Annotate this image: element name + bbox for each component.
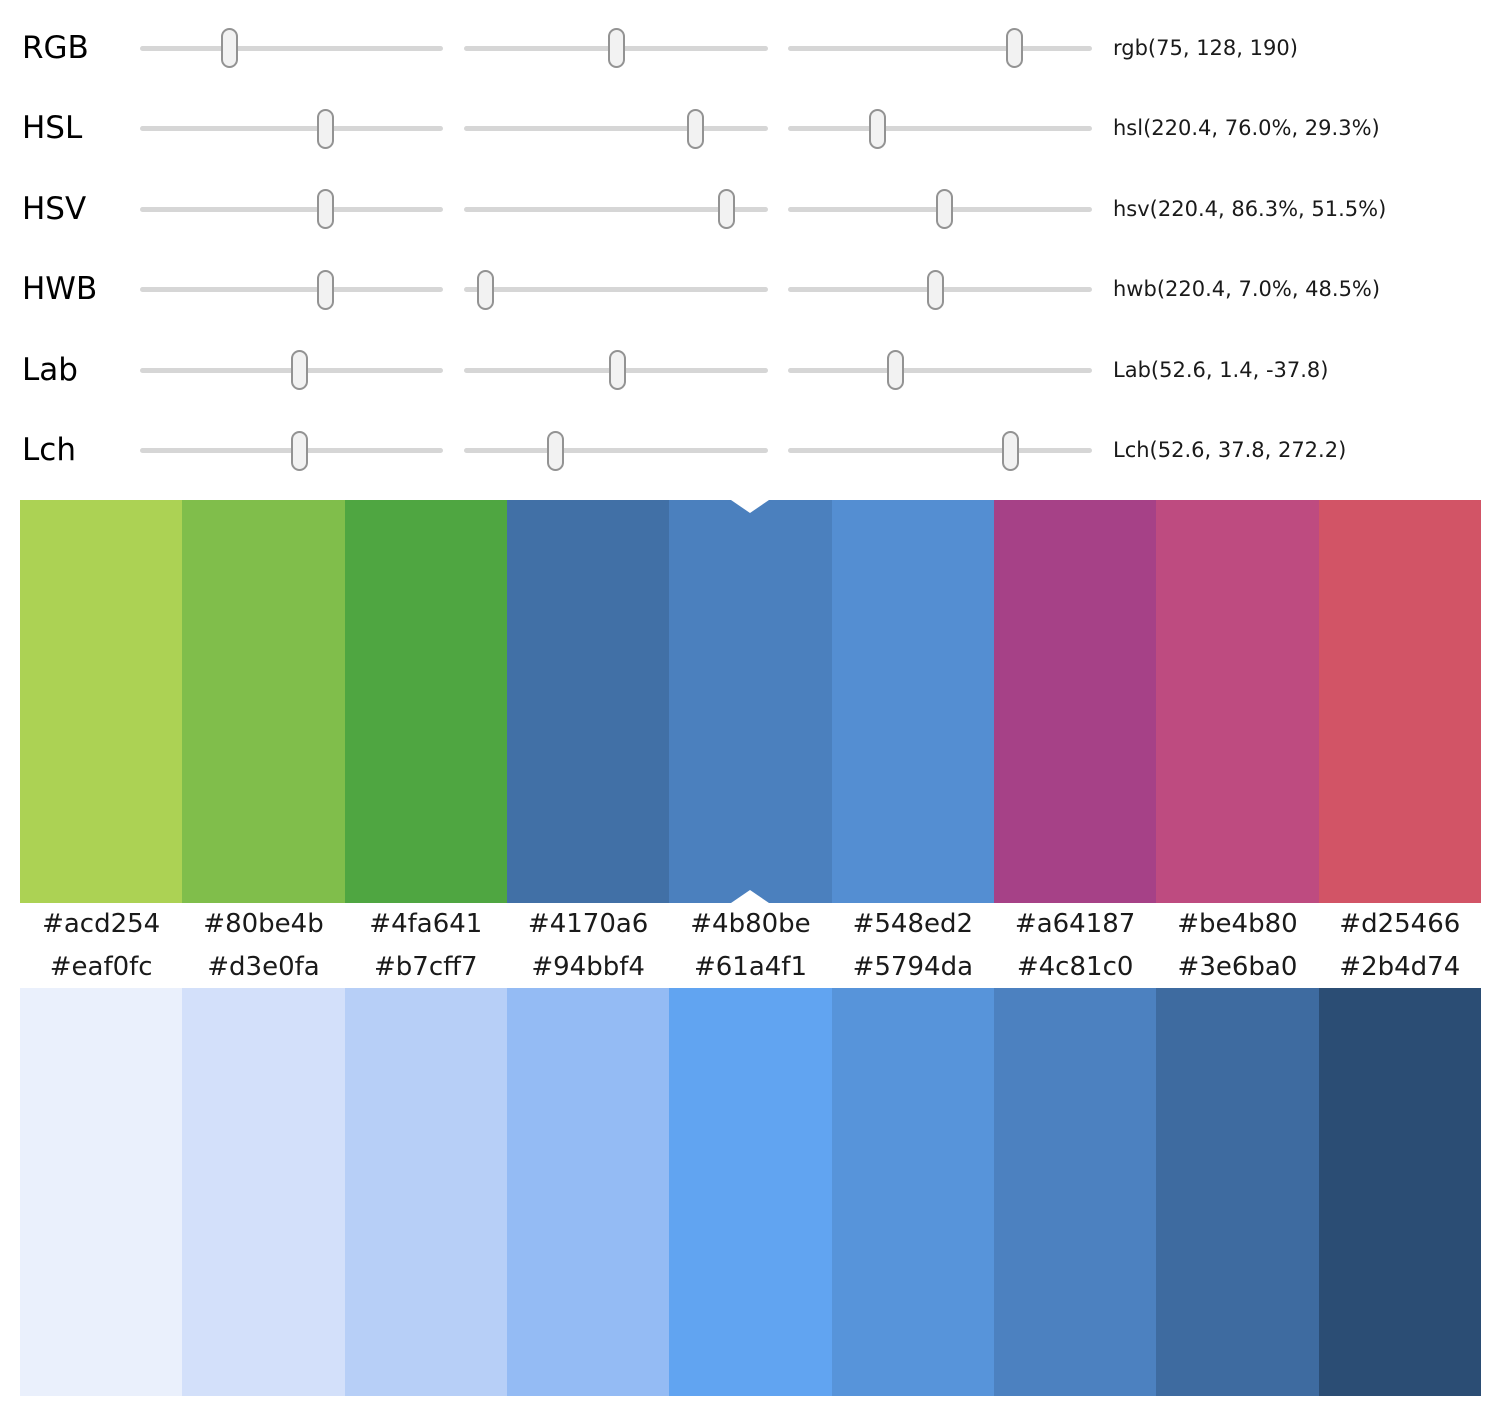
slider-row-hsl: HSL hsl(220.4, 76.0%, 29.3%): [0, 89, 1501, 170]
slider-track-hwb-2[interactable]: [464, 269, 768, 310]
slider-thumb-hsl-3[interactable]: [868, 108, 886, 149]
shade-palette-hex-label-2: #b7cff7: [374, 952, 478, 982]
shade-palette-swatch-3[interactable]: [506, 988, 670, 1396]
slider-thumb-rgb-2[interactable]: [608, 28, 626, 69]
slider-track-hsv-1[interactable]: [140, 189, 443, 230]
shade-palette-hex-label-8: #2b4d74: [1339, 952, 1461, 982]
color-model-label-hwb: HWB: [22, 271, 98, 308]
color-model-label-lch: Lch: [22, 432, 76, 469]
selected-swatch-notch-bottom: [731, 890, 770, 903]
slider-track-hsv-2[interactable]: [464, 189, 768, 230]
hue-palette: [20, 500, 1481, 903]
color-value-readout-rgb: rgb(75, 128, 190): [1113, 35, 1298, 60]
slider-track-hwb-1[interactable]: [140, 269, 443, 310]
shade-palette-swatch-2[interactable]: [344, 988, 507, 1396]
slider-track-hwb-3[interactable]: [788, 269, 1092, 310]
hue-palette-swatch-0[interactable]: [20, 500, 183, 903]
hue-palette-hex-label-6: #a64187: [1014, 909, 1136, 939]
hue-palette-swatch-8[interactable]: [1318, 500, 1481, 903]
slider-thumb-lab-2[interactable]: [609, 350, 627, 391]
color-model-label-rgb: RGB: [22, 29, 89, 66]
color-value-readout-hsv: hsv(220.4, 86.3%, 51.5%): [1113, 196, 1387, 221]
shade-palette-hex-label-1: #d3e0fa: [207, 952, 320, 982]
slider-thumb-hsv-1[interactable]: [316, 189, 334, 230]
slider-track-hsl-2[interactable]: [464, 108, 768, 149]
slider-track-rgb-2[interactable]: [464, 28, 768, 69]
slider-track-lab-1[interactable]: [140, 350, 443, 391]
slider-track-lab-2[interactable]: [464, 350, 768, 391]
slider-thumb-lch-2[interactable]: [547, 430, 565, 471]
color-sliders-panel: RGB rgb(75, 128, 190) HSL hsl(220.4, 76.…: [0, 0, 1501, 491]
color-value-readout-hsl: hsl(220.4, 76.0%, 29.3%): [1113, 116, 1380, 141]
slider-thumb-lch-3[interactable]: [1001, 430, 1019, 471]
slider-track-hsv-3[interactable]: [788, 189, 1092, 230]
slider-thumb-lch-1[interactable]: [290, 430, 308, 471]
hue-palette-hex-label-7: #be4b80: [1177, 909, 1298, 939]
slider-row-lch: Lch Lch(52.6, 37.8, 272.2): [0, 411, 1501, 492]
hue-palette-hex-label-1: #80be4b: [203, 909, 324, 939]
shade-palette-hex-label-3: #94bbf4: [531, 952, 645, 982]
hue-palette-swatch-4[interactable]: [669, 500, 832, 903]
shade-palette-swatch-4[interactable]: [669, 988, 832, 1396]
slider-thumb-hwb-2[interactable]: [476, 269, 494, 310]
shade-palette-hex-label-4: #61a4f1: [693, 952, 807, 982]
slider-row-hwb: HWB hwb(220.4, 7.0%, 48.5%): [0, 250, 1501, 331]
shade-palette: [20, 988, 1481, 1396]
hue-palette-hex-label-5: #548ed2: [852, 909, 974, 939]
slider-track-lab-3[interactable]: [788, 350, 1092, 391]
slider-track-lch-1[interactable]: [140, 430, 443, 471]
hue-palette-hex-label-3: #4170a6: [527, 909, 649, 939]
slider-thumb-rgb-3[interactable]: [1005, 28, 1023, 69]
slider-thumb-hsl-1[interactable]: [316, 108, 334, 149]
shade-palette-hex-label-6: #4c81c0: [1016, 952, 1134, 982]
shade-palette-swatch-8[interactable]: [1318, 988, 1481, 1396]
hue-palette-hex-label-2: #4fa641: [369, 909, 483, 939]
color-model-label-hsl: HSL: [22, 110, 83, 147]
slider-track-lch-3[interactable]: [788, 430, 1092, 471]
slider-thumb-hsl-2[interactable]: [686, 108, 704, 149]
slider-row-rgb: RGB rgb(75, 128, 190): [0, 8, 1501, 89]
color-model-label-hsv: HSV: [22, 190, 87, 227]
slider-track-hsl-1[interactable]: [140, 108, 443, 149]
shade-palette-hex-labels: #eaf0fc #d3e0fa #b7cff7 #94bbf4 #61a4f1 #5794…: [20, 950, 1481, 988]
shade-palette-hex-label-5: #5794da: [852, 952, 973, 982]
slider-thumb-lab-1[interactable]: [290, 350, 308, 391]
slider-thumb-lab-3[interactable]: [886, 350, 904, 391]
color-value-readout-lab: Lab(52.6, 1.4, -37.8): [1113, 357, 1329, 382]
shade-palette-hex-label-0: #eaf0fc: [49, 952, 153, 982]
shade-palette-swatch-1[interactable]: [182, 988, 345, 1396]
selected-swatch-notch-top: [731, 500, 770, 513]
slider-row-hsv: HSV hsv(220.4, 86.3%, 51.5%): [0, 169, 1501, 250]
hue-palette-hex-label-4: #4b80be: [690, 909, 811, 939]
color-value-readout-lch: Lch(52.6, 37.8, 272.2): [1113, 438, 1347, 463]
hue-palette-swatch-3[interactable]: [506, 500, 670, 903]
slider-track-rgb-1[interactable]: [140, 28, 443, 69]
slider-thumb-hsv-2[interactable]: [717, 189, 735, 230]
shade-palette-hex-label-7: #3e6ba0: [1177, 952, 1298, 982]
hue-palette-hex-label-0: #acd254: [42, 909, 161, 939]
slider-thumb-hwb-1[interactable]: [316, 269, 334, 310]
slider-thumb-hsv-3[interactable]: [936, 189, 954, 230]
shade-palette-swatch-7[interactable]: [1156, 988, 1319, 1396]
hue-palette-swatch-1[interactable]: [182, 500, 345, 903]
hue-palette-hex-labels: #acd254 #80be4b #4fa641 #4170a6 #4b80be #548e…: [20, 903, 1481, 950]
hue-palette-swatch-7[interactable]: [1156, 500, 1319, 903]
shade-palette-swatch-6[interactable]: [993, 988, 1157, 1396]
hue-palette-swatch-6[interactable]: [993, 500, 1157, 903]
shade-palette-swatch-5[interactable]: [831, 988, 994, 1396]
slider-track-hsl-3[interactable]: [788, 108, 1092, 149]
slider-track-rgb-3[interactable]: [788, 28, 1092, 69]
hue-palette-swatch-5[interactable]: [831, 500, 994, 903]
slider-thumb-rgb-1[interactable]: [220, 28, 238, 69]
hue-palette-hex-label-8: #d25466: [1339, 909, 1461, 939]
slider-track-lch-2[interactable]: [464, 430, 768, 471]
shade-palette-swatch-0[interactable]: [20, 988, 183, 1396]
color-value-readout-hwb: hwb(220.4, 7.0%, 48.5%): [1113, 277, 1381, 302]
hue-palette-swatch-2[interactable]: [344, 500, 507, 903]
color-model-label-lab: Lab: [22, 351, 78, 388]
slider-row-lab: Lab Lab(52.6, 1.4, -37.8): [0, 330, 1501, 411]
slider-thumb-hwb-3[interactable]: [926, 269, 944, 310]
